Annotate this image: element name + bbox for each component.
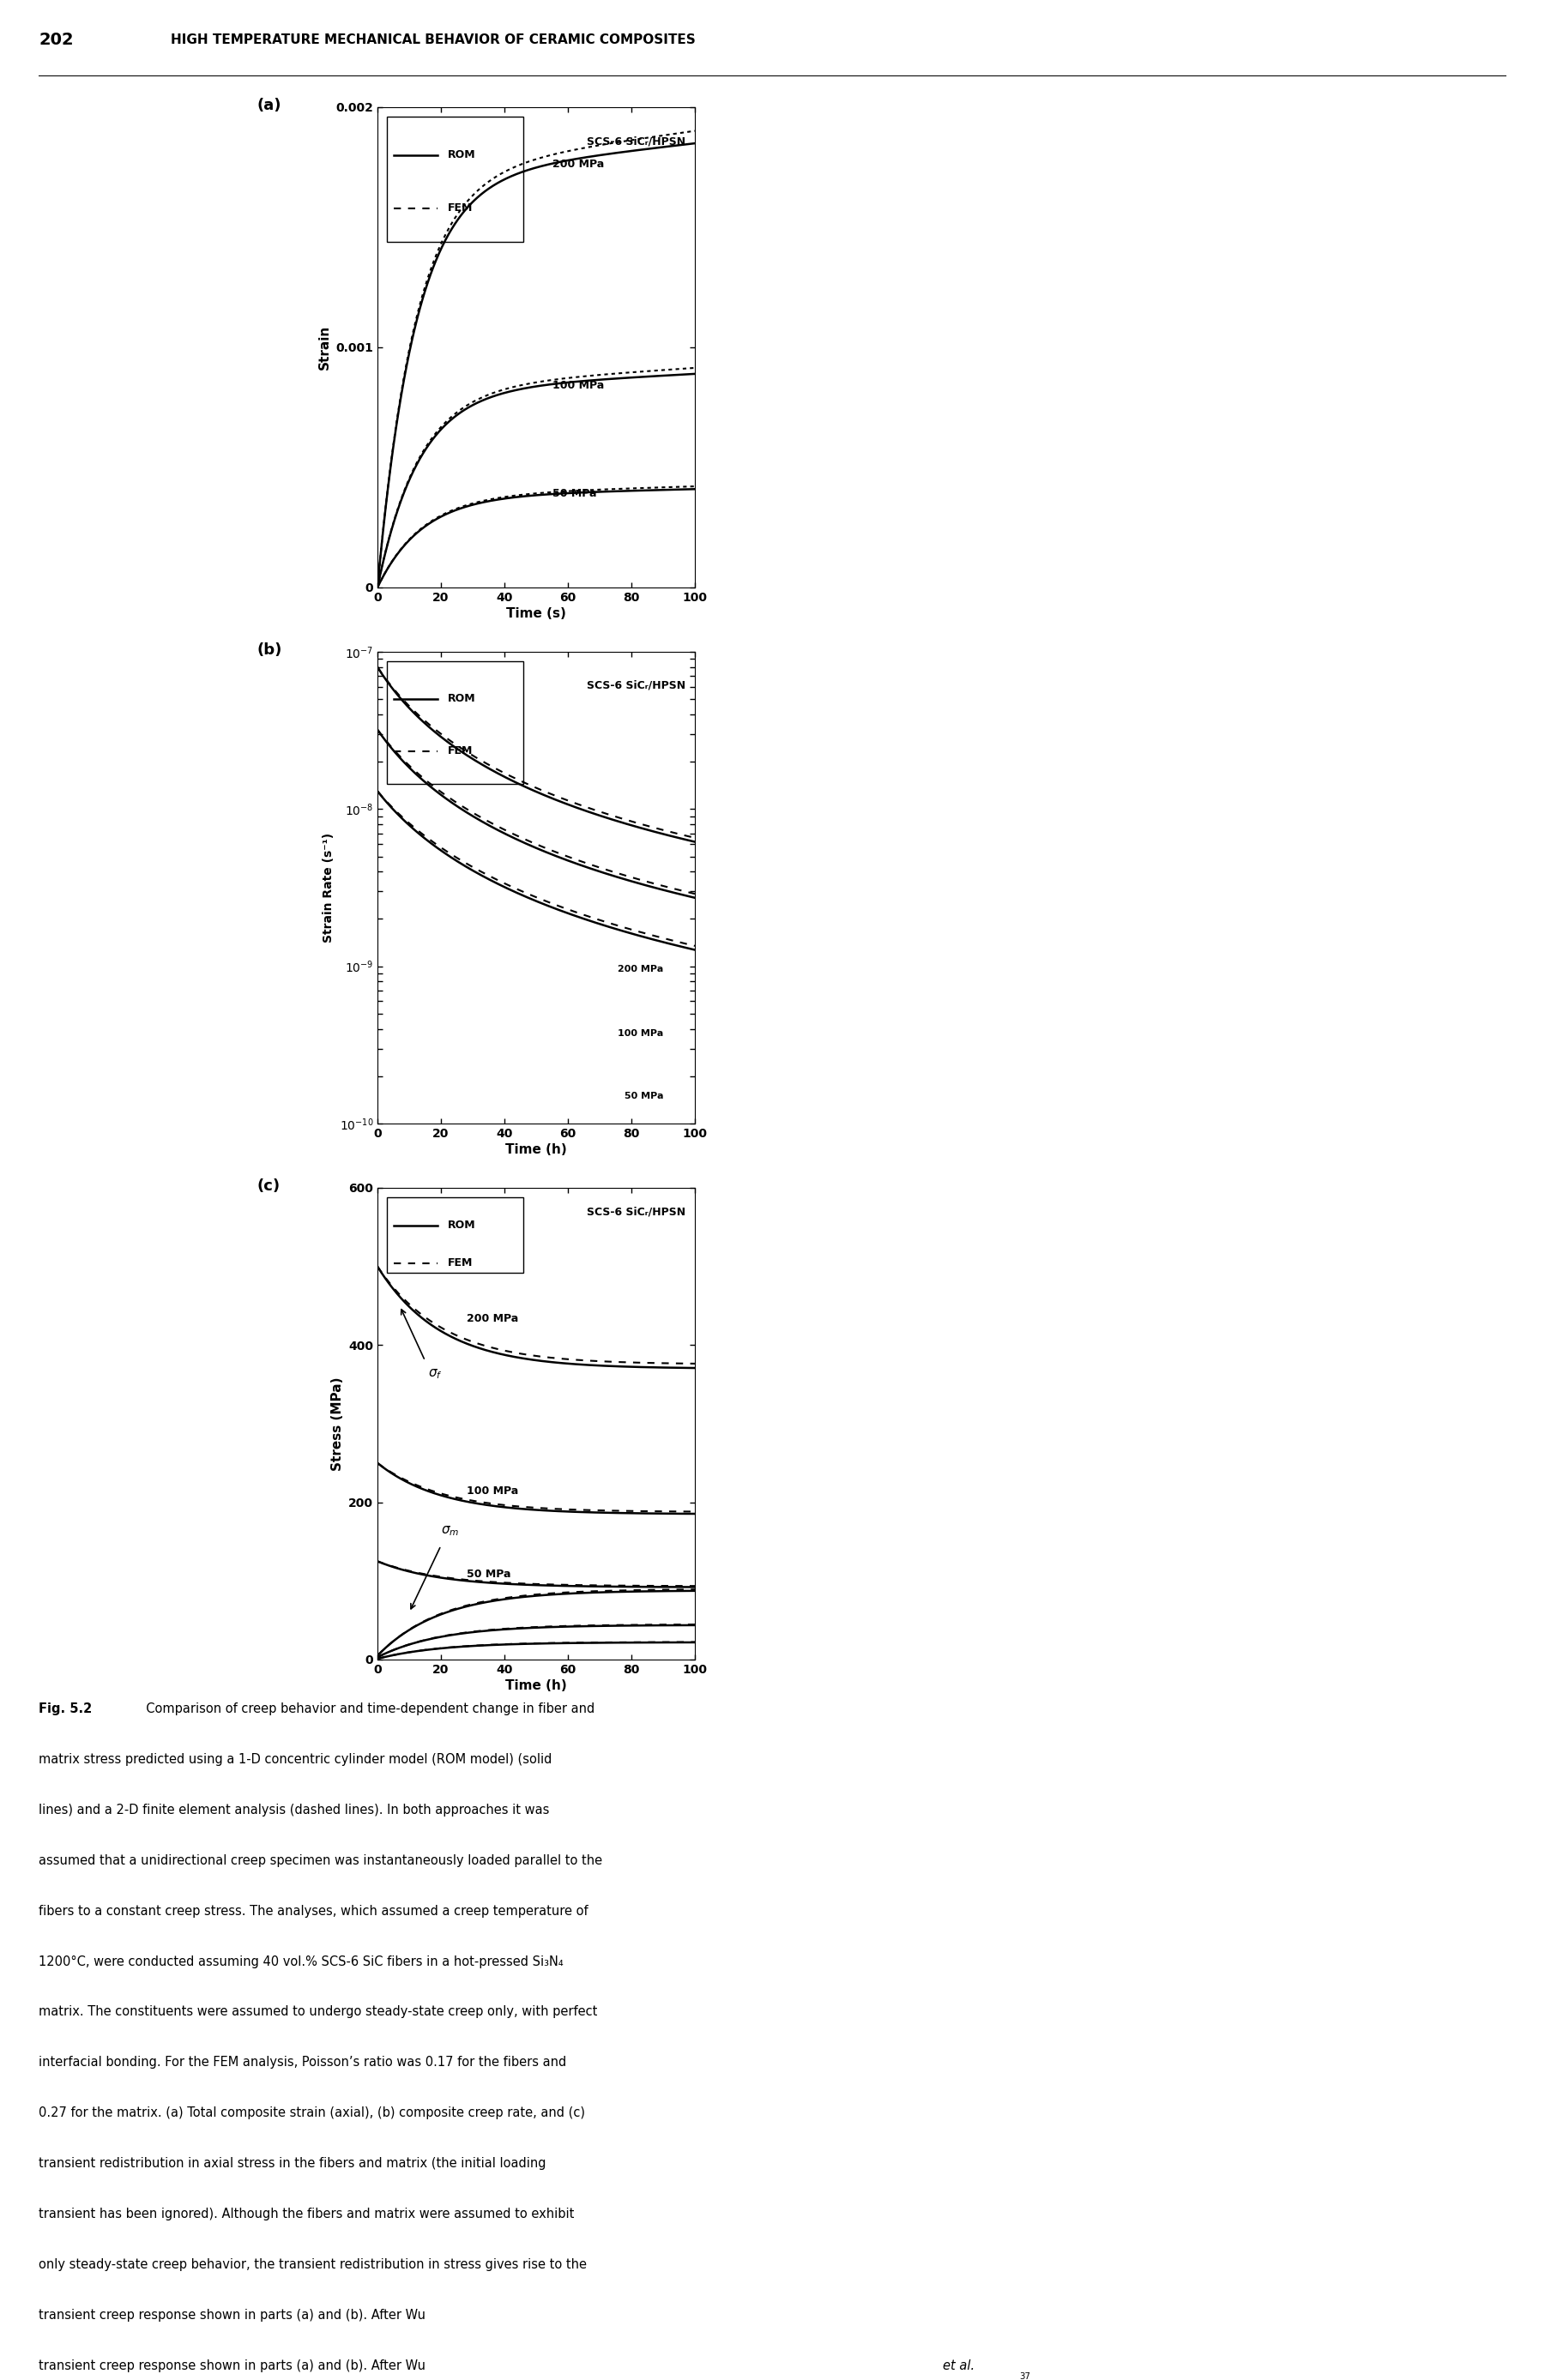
Y-axis label: Strain: Strain bbox=[318, 326, 331, 369]
Text: 50 MPa: 50 MPa bbox=[552, 488, 596, 500]
X-axis label: Time (h): Time (h) bbox=[505, 1142, 567, 1157]
Text: FEM: FEM bbox=[448, 745, 473, 757]
Text: HIGH TEMPERATURE MECHANICAL BEHAVIOR OF CERAMIC COMPOSITES: HIGH TEMPERATURE MECHANICAL BEHAVIOR OF … bbox=[170, 33, 695, 45]
Bar bbox=[386, 662, 524, 783]
Text: ROM: ROM bbox=[448, 693, 476, 704]
Text: $\sigma_m$: $\sigma_m$ bbox=[440, 1523, 459, 1537]
Text: 50 MPa: 50 MPa bbox=[467, 1568, 510, 1580]
Text: interfacial bonding. For the FEM analysis, Poisson’s ratio was 0.17 for the fibe: interfacial bonding. For the FEM analysi… bbox=[39, 2056, 567, 2068]
Text: $\sigma_f$: $\sigma_f$ bbox=[428, 1366, 442, 1380]
Text: 100 MPa: 100 MPa bbox=[552, 378, 604, 390]
Y-axis label: Stress (MPa): Stress (MPa) bbox=[331, 1376, 343, 1471]
Text: 0.27 for the matrix. (a) Total composite strain (axial), (b) composite creep rat: 0.27 for the matrix. (a) Total composite… bbox=[39, 2106, 586, 2121]
Text: 1200°C, were conducted assuming 40 vol.% SCS-6 SiC fibers in a hot-pressed Si₃N₄: 1200°C, were conducted assuming 40 vol.%… bbox=[39, 1954, 564, 1968]
Text: assumed that a unidirectional creep specimen was instantaneously loaded parallel: assumed that a unidirectional creep spec… bbox=[39, 1854, 603, 1866]
Text: transient redistribution in axial stress in the fibers and matrix (the initial l: transient redistribution in axial stress… bbox=[39, 2156, 545, 2171]
Text: 202: 202 bbox=[39, 31, 74, 48]
Y-axis label: Strain Rate (s⁻¹): Strain Rate (s⁻¹) bbox=[323, 833, 335, 942]
Text: FEM: FEM bbox=[448, 1257, 473, 1269]
Text: only steady-state creep behavior, the transient redistribution in stress gives r: only steady-state creep behavior, the tr… bbox=[39, 2259, 587, 2271]
X-axis label: Time (h): Time (h) bbox=[505, 1680, 567, 1692]
Text: (a): (a) bbox=[256, 98, 281, 112]
Text: 37: 37 bbox=[1020, 2373, 1031, 2380]
Text: transient creep response shown in parts (a) and (b). After Wu: transient creep response shown in parts … bbox=[39, 2359, 430, 2373]
Text: (b): (b) bbox=[256, 643, 283, 657]
Text: SCS-6 SiCᵣ/HPSN: SCS-6 SiCᵣ/HPSN bbox=[587, 681, 686, 690]
Text: transient creep response shown in parts (a) and (b). After Wu: transient creep response shown in parts … bbox=[39, 2309, 430, 2320]
Text: (c): (c) bbox=[256, 1178, 280, 1195]
Text: ROM: ROM bbox=[448, 1221, 476, 1230]
Text: matrix stress predicted using a 1-D concentric cylinder model (ROM model) (solid: matrix stress predicted using a 1-D conc… bbox=[39, 1754, 552, 1766]
Bar bbox=[386, 117, 524, 243]
X-axis label: Time (s): Time (s) bbox=[507, 607, 565, 621]
Text: SCS-6 SiCᵣ/HPSN: SCS-6 SiCᵣ/HPSN bbox=[587, 1207, 686, 1219]
Bar bbox=[386, 1197, 524, 1273]
Text: 200 MPa: 200 MPa bbox=[552, 159, 604, 169]
Text: ROM: ROM bbox=[448, 150, 476, 162]
Text: fibers to a constant creep stress. The analyses, which assumed a creep temperatu: fibers to a constant creep stress. The a… bbox=[39, 1904, 589, 1918]
Text: matrix. The constituents were assumed to undergo steady-state creep only, with p: matrix. The constituents were assumed to… bbox=[39, 2006, 598, 2018]
Text: 100 MPa: 100 MPa bbox=[618, 1031, 663, 1038]
Text: FEM: FEM bbox=[448, 202, 473, 214]
Text: lines) and a 2-D finite element analysis (dashed lines). In both approaches it w: lines) and a 2-D finite element analysis… bbox=[39, 1804, 550, 1816]
Text: SCS-6 SiCᵣ/HPSN: SCS-6 SiCᵣ/HPSN bbox=[587, 136, 686, 148]
Text: et al.: et al. bbox=[942, 2359, 975, 2373]
Text: Fig. 5.2: Fig. 5.2 bbox=[39, 1702, 93, 1716]
Text: Comparison of creep behavior and time-dependent change in fiber and: Comparison of creep behavior and time-de… bbox=[139, 1702, 595, 1716]
Text: transient has been ignored). Although the fibers and matrix were assumed to exhi: transient has been ignored). Although th… bbox=[39, 2209, 575, 2221]
Text: 200 MPa: 200 MPa bbox=[467, 1314, 518, 1323]
Text: 200 MPa: 200 MPa bbox=[618, 964, 663, 973]
Text: 100 MPa: 100 MPa bbox=[467, 1485, 518, 1497]
Text: 50 MPa: 50 MPa bbox=[624, 1092, 663, 1100]
